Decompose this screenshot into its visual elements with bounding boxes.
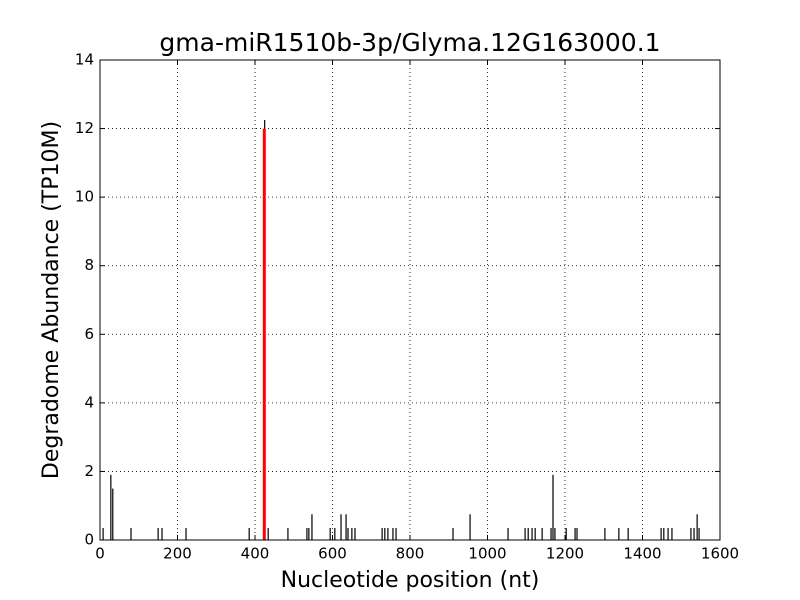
y-tick-label: 6 [84,325,94,343]
x-tick-label: 1400 [623,545,661,563]
x-tick-label: 200 [163,545,192,563]
x-tick-label: 1200 [546,545,584,563]
plot-frame [99,59,721,541]
chart-title: gma-miR1510b-3p/Glyma.12G163000.1 [159,28,660,57]
x-tick-label: 400 [241,545,270,563]
y-tick-label: 4 [84,393,94,411]
x-tick-label: 1600 [701,545,739,563]
y-tick-label: 12 [75,119,94,137]
x-tick-label: 800 [396,545,425,563]
x-tick-label: 1000 [468,545,506,563]
y-tick-label: 8 [84,256,94,274]
y-tick-label: 2 [84,462,94,480]
x-tick-label: 600 [318,545,347,563]
y-tick-label: 10 [75,188,94,206]
x-axis-label: Nucleotide position (nt) [281,568,540,593]
x-tick-label: 0 [95,545,105,563]
y-axis-label: Degradome Abundance (TP10M) [39,121,64,479]
y-tick-label: 14 [75,51,94,69]
y-tick-label: 0 [84,531,94,549]
